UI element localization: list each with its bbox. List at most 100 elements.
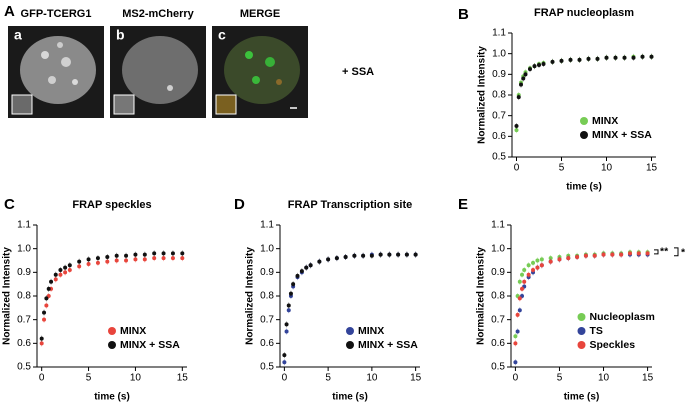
x-tick-label: 5: [86, 373, 92, 384]
data-point: [42, 317, 47, 322]
data-point: [583, 253, 588, 258]
data-point: [46, 286, 51, 291]
data-point: [541, 62, 546, 66]
annotation: *: [681, 247, 686, 259]
data-point: [77, 259, 82, 264]
panel-label: C: [4, 196, 15, 213]
data-point: [387, 252, 392, 257]
y-axis-label: Normalized Intensity: [476, 247, 487, 345]
data-point: [95, 256, 100, 261]
data-point: [369, 253, 374, 258]
bracket: [674, 247, 679, 257]
data-point: [334, 256, 339, 261]
data-point: [531, 260, 536, 265]
legend-label: MINX + SSA: [120, 339, 180, 351]
data-point: [559, 58, 564, 63]
annotation: **: [660, 246, 669, 258]
data-point: [550, 59, 555, 64]
y-tick-label: 0.5: [491, 362, 505, 373]
y-tick-label: 0.9: [492, 69, 506, 80]
legend-marker: [580, 117, 588, 125]
legend-marker: [346, 341, 354, 349]
data-point: [105, 259, 110, 264]
data-point: [291, 282, 296, 287]
data-point: [520, 286, 525, 291]
data-point: [515, 329, 520, 334]
data-point: [308, 263, 313, 268]
data-point: [522, 279, 527, 284]
data-point: [539, 257, 544, 262]
data-point: [170, 256, 175, 261]
y-tick-label: 1.1: [492, 28, 506, 39]
legend-marker: [577, 341, 586, 349]
data-point: [517, 296, 522, 301]
image-title: GFP-TCERG1: [21, 8, 92, 20]
data-point: [58, 267, 63, 272]
data-point: [535, 258, 540, 263]
data-point: [86, 257, 91, 262]
bracket: [654, 249, 659, 255]
legend-marker: [108, 327, 116, 335]
data-point: [526, 263, 531, 268]
data-point: [516, 95, 521, 100]
legend-label: MINX: [120, 325, 146, 337]
x-tick-label: 15: [646, 163, 658, 174]
image-letter: c: [218, 27, 226, 43]
y-tick-label: 1.0: [260, 243, 274, 254]
legend-label: MINX: [592, 115, 618, 127]
data-point: [152, 256, 157, 261]
legend-marker: [577, 327, 586, 335]
micrograph: [212, 26, 308, 118]
data-point: [627, 251, 632, 256]
chart-title: FRAP nucleoplasm: [534, 7, 634, 19]
data-point: [636, 251, 641, 256]
y-tick-label: 0.7: [260, 314, 274, 325]
data-point: [67, 263, 72, 268]
data-point: [44, 296, 49, 301]
y-tick-label: 0.6: [491, 338, 505, 349]
data-point: [282, 360, 287, 365]
panel-label: E: [458, 196, 468, 213]
y-tick-label: 0.8: [17, 291, 31, 302]
x-tick-label: 10: [601, 163, 613, 174]
chart-title: FRAP speckles: [72, 199, 151, 211]
data-point: [575, 254, 580, 259]
data-point: [515, 312, 520, 317]
panel-label: B: [458, 6, 469, 23]
y-tick-label: 0.9: [491, 267, 505, 278]
legend-marker: [346, 327, 354, 335]
data-point: [557, 257, 562, 262]
data-point: [396, 252, 401, 257]
legend-label: Nucleoplasm: [590, 311, 655, 323]
panel-label: A: [4, 3, 15, 20]
x-tick-label: 10: [130, 373, 142, 384]
x-axis-label: time (s): [94, 392, 130, 403]
data-point: [114, 253, 119, 258]
data-point: [67, 267, 72, 272]
data-point: [326, 257, 331, 262]
data-point: [622, 55, 627, 60]
data-point: [180, 256, 185, 261]
data-point: [286, 303, 291, 308]
y-tick-label: 0.5: [17, 362, 31, 373]
data-point: [521, 76, 526, 81]
data-point: [288, 291, 293, 296]
data-point: [295, 273, 300, 278]
data-point: [513, 341, 518, 346]
data-point: [49, 279, 54, 284]
micrograph: [110, 26, 206, 118]
y-tick-label: 1.1: [491, 220, 505, 231]
data-point: [63, 270, 68, 275]
data-point: [114, 258, 119, 263]
data-point: [53, 272, 58, 277]
panel-label: D: [234, 196, 245, 213]
data-point: [517, 279, 522, 284]
legend-label: TS: [590, 325, 603, 337]
data-point: [58, 272, 63, 277]
data-point: [53, 277, 58, 282]
x-axis-label: time (s): [566, 182, 602, 193]
x-tick-label: 15: [642, 373, 654, 384]
y-tick-label: 0.7: [492, 110, 506, 121]
data-point: [286, 308, 291, 313]
x-tick-label: 10: [366, 373, 378, 384]
